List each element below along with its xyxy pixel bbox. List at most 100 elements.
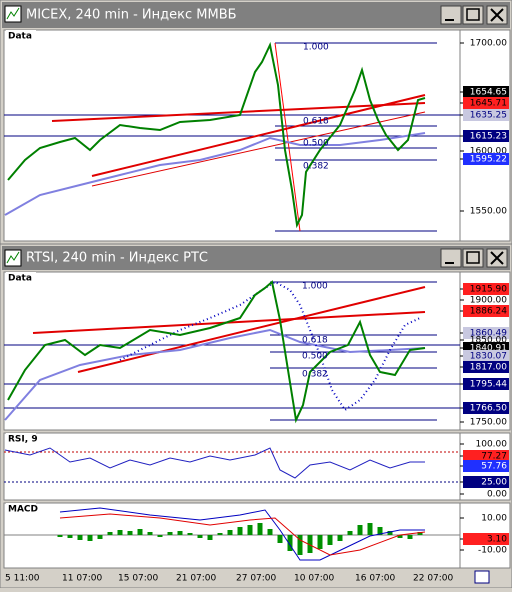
axis-label: 1645.71 (470, 99, 507, 109)
chart2-drawings (4, 280, 460, 561)
axis-label: 100.00 (476, 440, 508, 450)
axis-label: 1830.07 (470, 352, 507, 362)
axis-label: 1750.00 (470, 418, 507, 428)
panel-label-bg (6, 503, 36, 515)
title-bar (2, 246, 510, 270)
time-label: 21 07:00 (176, 574, 217, 584)
price-badge (463, 361, 509, 373)
axis-label: 0.00 (487, 490, 507, 500)
axis-label: 1550.00 (470, 207, 507, 217)
rsi-line (4, 447, 425, 479)
trend-line (77, 286, 426, 373)
trend-line (51, 102, 426, 122)
axis-label: 1886.24 (470, 307, 507, 317)
time-label: 11 07:00 (62, 574, 103, 584)
panel-label: Data (8, 274, 32, 284)
minimize[interactable] (440, 248, 462, 268)
axis-label: 1595.22 (470, 155, 507, 165)
axis-label: 1850.00 (470, 336, 507, 346)
axis-label: 1615.23 (470, 132, 507, 142)
price-badge (463, 533, 509, 545)
moving-average (4, 328, 426, 421)
macd-line (59, 507, 425, 561)
price-badge (463, 460, 509, 472)
axis-label: 1795.44 (470, 380, 507, 390)
price-badge (463, 476, 509, 488)
axis-label: 1817.00 (470, 363, 507, 373)
axis-label: 77.27 (481, 452, 507, 462)
parabolic-sar (119, 280, 421, 412)
axis-label: 1766.50 (470, 404, 507, 414)
fib-label: 0.618 (303, 117, 329, 127)
icon-line (6, 7, 20, 20)
time-label: 22 07:00 (413, 574, 454, 584)
window-title: MICEX, 240 min - Индекс ММВБ (26, 8, 237, 23)
trend-line (91, 94, 426, 177)
trend-line (91, 111, 426, 187)
fib-label: 1.000 (302, 282, 328, 292)
price-badge (463, 130, 509, 142)
axis-label: 1840.91 (470, 344, 507, 354)
axis-label: 1900.00 (470, 296, 507, 306)
panel-label-bg (6, 30, 36, 42)
time-label: 15 07:00 (118, 574, 159, 584)
time-label: 5 11:00 (5, 574, 40, 584)
price-badge (463, 327, 509, 339)
panel-label: Data (8, 32, 32, 42)
close-glyph (490, 8, 504, 22)
icon-line (6, 251, 20, 264)
axis-label: 1654.65 (470, 88, 507, 98)
scroll-button[interactable] (474, 570, 490, 584)
time-label: 16 07:00 (355, 574, 396, 584)
axis-label: -10.00 (478, 546, 507, 556)
price-badge (463, 378, 509, 390)
maximize-glyph (466, 251, 480, 264)
window-buttons[interactable] (440, 5, 508, 25)
price-candles (7, 280, 426, 424)
minimize[interactable] (440, 5, 462, 25)
panel-label-bg (6, 272, 36, 284)
axis-label: 3.10 (487, 535, 507, 545)
fib-label: 0.500 (303, 139, 329, 149)
maximize-glyph (466, 8, 480, 21)
axis-label: 1635.25 (470, 111, 507, 121)
price-badge (463, 402, 509, 414)
title-bar (2, 2, 510, 28)
time-label: 10 07:00 (294, 574, 335, 584)
price-badge (463, 97, 509, 109)
price-badge (463, 305, 509, 317)
axis-label: 10.00 (481, 514, 507, 524)
price-candles (7, 41, 426, 229)
axis-label: 1915.90 (470, 285, 507, 295)
axis-label: 1860.49 (470, 329, 507, 339)
price-badge (463, 153, 509, 165)
axis-label: 25.00 (481, 478, 507, 488)
moving-average (4, 132, 426, 216)
panel-label-bg (6, 433, 36, 445)
price-badge (463, 283, 509, 295)
fib-label: 1.000 (303, 43, 329, 53)
signal-line (59, 513, 426, 556)
fib-label: 0.382 (303, 162, 329, 172)
window-title: RTSI, 240 min - Индекс РТС (26, 251, 208, 266)
macd-histogram (57, 523, 423, 555)
price-badge (463, 450, 509, 462)
axis-label: 1700.00 (470, 39, 507, 49)
axis-label: 57.76 (481, 462, 507, 472)
price-badge (463, 109, 509, 121)
close-glyph (490, 251, 504, 265)
fib-diagonal (274, 42, 301, 232)
fib-label: 0.382 (302, 370, 328, 380)
chart1-drawings (4, 41, 460, 232)
rsi-area (3, 432, 461, 501)
panel-label: MACD (8, 505, 38, 515)
window-buttons[interactable] (440, 248, 508, 268)
axis-label: 1600.00 (470, 147, 507, 157)
price-badge (463, 86, 509, 98)
price-badge (463, 350, 509, 362)
time-label: 27 07:00 (236, 574, 277, 584)
fib-label: 0.500 (302, 352, 328, 362)
panel-label: RSI, 9 (8, 435, 38, 445)
fib-label: 0.618 (302, 336, 328, 346)
